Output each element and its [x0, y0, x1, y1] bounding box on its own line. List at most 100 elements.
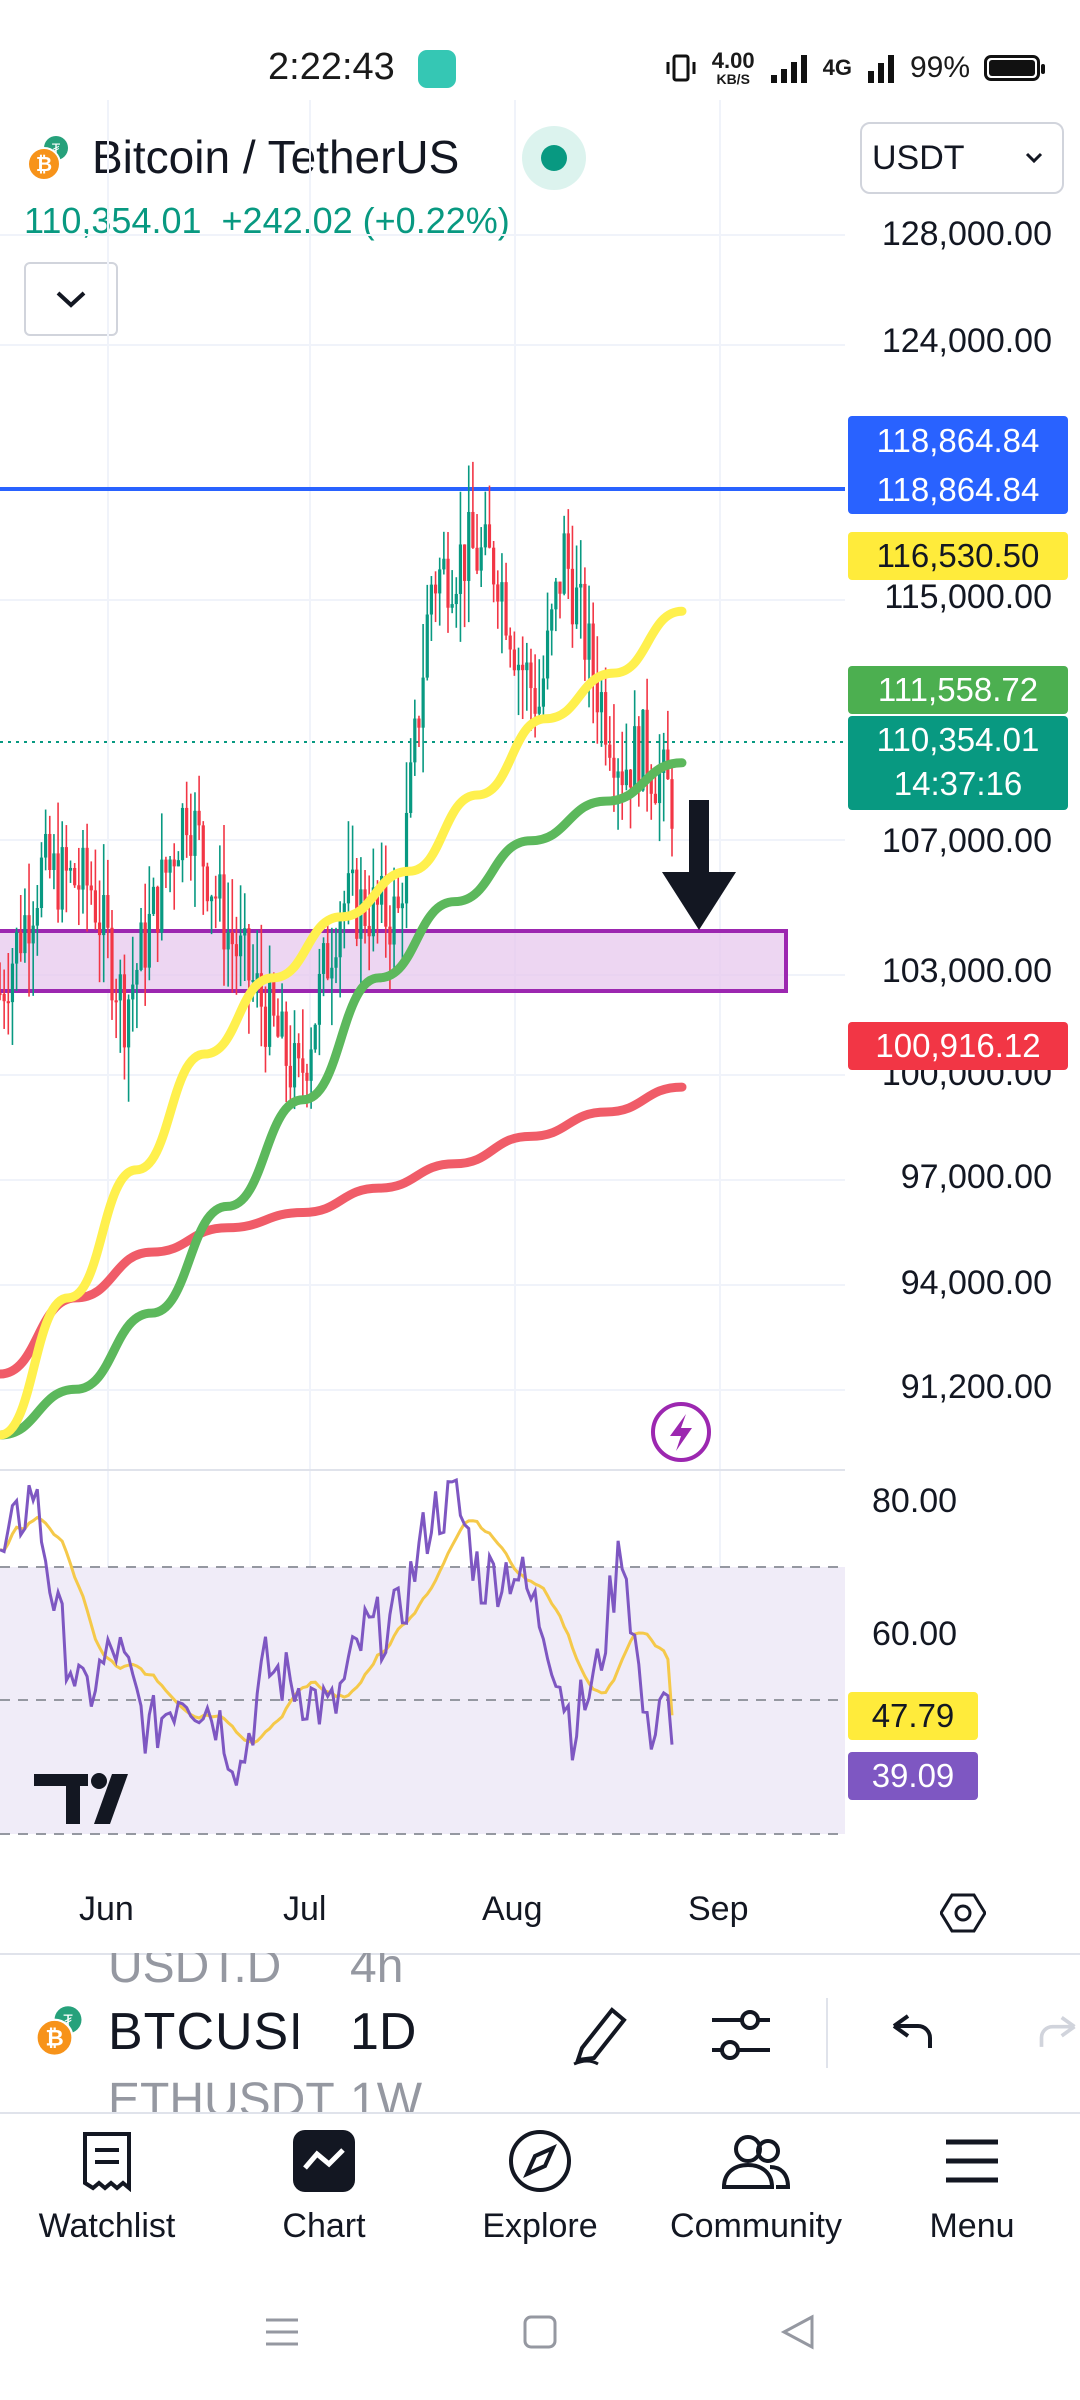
- candle-body: [110, 927, 114, 1001]
- candle-body: [48, 833, 52, 871]
- battery-icon: [984, 55, 1045, 81]
- nav-label: Community: [670, 2207, 842, 2245]
- candle-body: [657, 772, 662, 804]
- time-tick: Jul: [283, 1890, 327, 1928]
- candle-body: [176, 860, 180, 867]
- menu-icon: [946, 2139, 998, 2183]
- candle-body: [591, 623, 595, 680]
- candle-body: [326, 943, 330, 979]
- candle-body: [637, 726, 641, 791]
- candle-body: [226, 932, 230, 950]
- down-arrow-drawing[interactable]: [662, 800, 736, 930]
- candle-body: [612, 757, 616, 778]
- home-icon[interactable]: [520, 2312, 560, 2352]
- rsi-tick: 80.00: [872, 1482, 958, 1520]
- status-time: 2:22:43: [268, 46, 395, 88]
- symbol-picker[interactable]: BTCUSDT: [108, 2003, 298, 2061]
- candle-body: [558, 581, 562, 594]
- candle-body: [649, 778, 653, 794]
- price-tick: 128,000.00: [881, 215, 1052, 253]
- price-tick: 91,200.00: [900, 1368, 1052, 1406]
- candle-body: [367, 925, 371, 937]
- time-tick: Sep: [688, 1890, 749, 1928]
- rsi-ma-line: [0, 1515, 674, 1745]
- candle-body: [272, 981, 276, 1016]
- candle-body: [442, 558, 446, 570]
- candle-body: [73, 867, 77, 886]
- nav-menu[interactable]: Menu: [872, 2125, 1072, 2246]
- candle-body: [297, 1043, 301, 1059]
- candle-body: [388, 926, 392, 945]
- candle-body: [500, 582, 504, 602]
- compass-icon: [509, 2130, 571, 2192]
- collapse-legend-button[interactable]: [24, 262, 118, 336]
- nav-community[interactable]: Community: [656, 2125, 856, 2246]
- nav-watchlist[interactable]: Watchlist: [7, 2125, 207, 2246]
- hline-price-badge[interactable]: 118,864.84 118,864.84: [848, 416, 1068, 514]
- status-bar: 2:22:43 4.00 KB/S 4G 99%: [0, 0, 1080, 130]
- candle-body: [330, 967, 334, 979]
- symbol-title[interactable]: Bitcoin / TetherUS: [92, 131, 460, 183]
- rsi-levels: [0, 1566, 845, 1835]
- candle-body: [355, 869, 359, 939]
- tradingview-logo: [34, 1773, 128, 1824]
- ma-red-badge: 100,916.12: [848, 1022, 1068, 1070]
- candle-body: [238, 935, 243, 957]
- candle-body: [164, 859, 168, 873]
- candle-body: [23, 915, 27, 954]
- chart-icon: [293, 2130, 355, 2192]
- candle-body: [508, 635, 512, 650]
- market-open-dot: [541, 145, 567, 171]
- candle-body: [479, 547, 483, 571]
- undo-icon[interactable]: [888, 2012, 936, 2056]
- recent-apps-icon[interactable]: [262, 2312, 302, 2352]
- ma-green-line: [0, 758, 687, 1440]
- candle-body: [234, 944, 239, 957]
- back-icon[interactable]: [778, 2312, 818, 2352]
- ma-yellow-line: [0, 606, 687, 1440]
- candle-body: [475, 547, 479, 571]
- nav-explore[interactable]: Explore: [440, 2125, 640, 2246]
- candle-body: [554, 581, 558, 610]
- candle-body: [620, 771, 624, 786]
- candle-body: [670, 779, 674, 829]
- nav-chart[interactable]: Chart: [224, 2125, 424, 2246]
- candle-body: [487, 524, 492, 548]
- divider: [0, 2112, 1080, 2114]
- candle-body: [102, 895, 106, 936]
- candle-body: [0, 993, 2, 996]
- svg-text:₿: ₿: [36, 154, 52, 176]
- indicators-icon[interactable]: [708, 2004, 774, 2066]
- candle-body: [147, 913, 151, 968]
- candle-body: [483, 524, 487, 548]
- candle-body: [160, 859, 164, 933]
- candle-body: [205, 866, 210, 902]
- candle-body: [263, 1006, 268, 1047]
- candle-body: [259, 973, 263, 1007]
- lightning-icon[interactable]: [651, 1402, 711, 1462]
- candle-body: [595, 679, 599, 713]
- candle-body: [653, 793, 658, 804]
- candle-body: [292, 1043, 297, 1088]
- price-chart[interactable]: [0, 100, 845, 1870]
- price-tick: 103,000.00: [881, 952, 1052, 990]
- candle-body: [284, 1011, 288, 1066]
- candle-body: [151, 886, 156, 914]
- drawing-tools-icon[interactable]: [568, 2002, 632, 2068]
- candle-body: [126, 999, 131, 1048]
- candle-body: [185, 807, 189, 836]
- last-price-badge: 110,354.01 14:37:16: [848, 716, 1068, 810]
- currency-select[interactable]: USDT: [860, 122, 1064, 194]
- signal-2-icon: [867, 55, 894, 83]
- redo-icon[interactable]: [1036, 2012, 1080, 2056]
- candle-body: [135, 969, 139, 985]
- candle-body: [230, 932, 234, 945]
- candle-body: [280, 1011, 284, 1037]
- candle-body: [180, 807, 185, 861]
- candle-body: [429, 584, 434, 615]
- candle-body: [114, 1000, 118, 1003]
- candle-body: [14, 931, 19, 964]
- chart-settings-icon[interactable]: [940, 1890, 986, 1936]
- interval-picker[interactable]: 1D: [350, 2003, 417, 2061]
- price-tick: 107,000.00: [881, 822, 1052, 860]
